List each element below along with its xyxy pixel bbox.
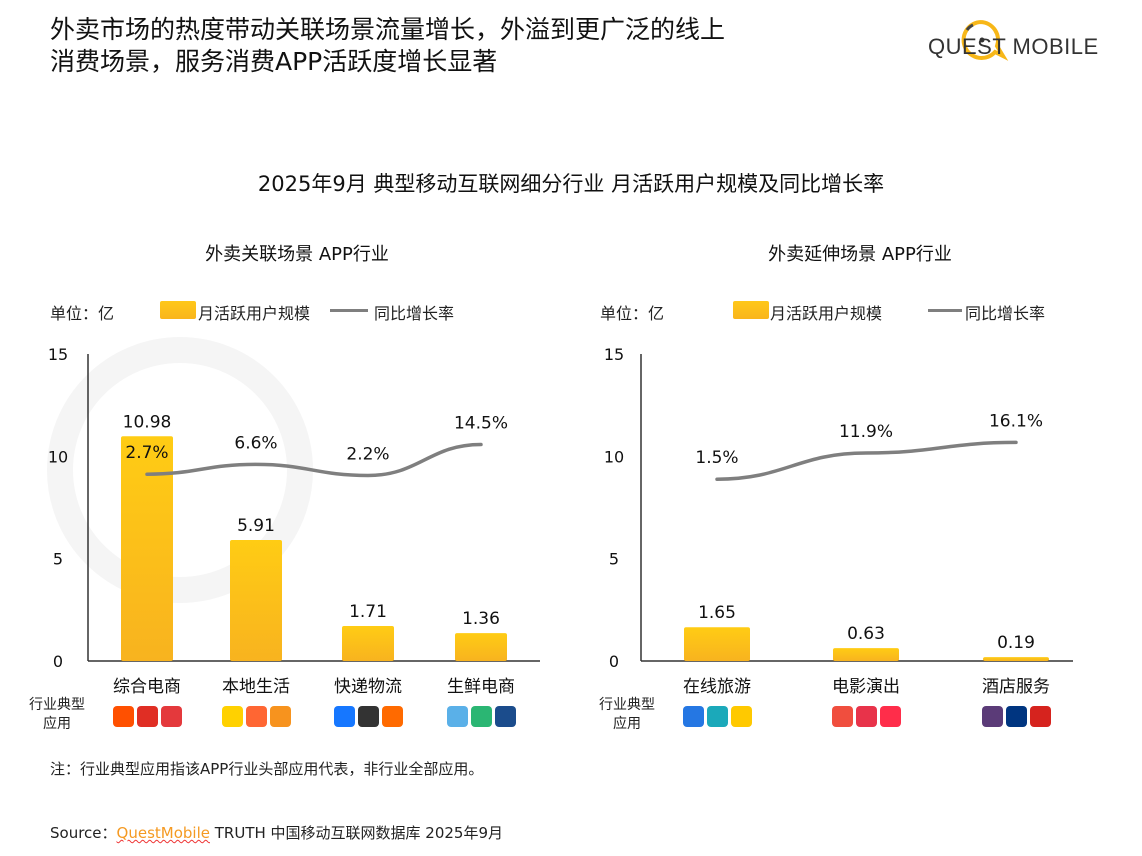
logo-text: QUEST MOBILE	[928, 34, 1099, 59]
row-label-line-2: 应用	[613, 716, 641, 732]
y-tick-label: 0	[609, 652, 619, 671]
growth-rate-label: 2.2%	[346, 444, 389, 464]
y-tick-label: 5	[609, 550, 619, 569]
bar	[684, 627, 750, 661]
growth-rate-label: 2.7%	[125, 443, 168, 463]
bar	[230, 540, 282, 661]
right-legend-bar-label: 月活跃用户规模	[770, 304, 883, 323]
jd-icon	[161, 706, 182, 727]
row-label-line-1: 行业典型	[599, 697, 655, 713]
qunar-icon	[707, 706, 728, 727]
left-legend-bar-swatch	[160, 301, 196, 319]
right-chart-title: 外卖延伸场景 APP行业	[768, 244, 952, 265]
right-row-label: 行业典型 应用	[592, 696, 662, 734]
left-row-label: 行业典型 应用	[22, 696, 92, 734]
left-chart: 0 5 10 15 10.98 综合电商 5.91 本地生活 1.71 快递物流 1.36 生鲜电商 2…	[48, 345, 540, 727]
y-tick-label: 0	[53, 652, 63, 671]
x-category-label: 酒店服务	[982, 677, 1050, 697]
bar-value-label: 0.19	[997, 633, 1035, 653]
growth-rate-label: 6.6%	[234, 433, 277, 453]
left-legend-line-label: 同比增长率	[374, 304, 455, 323]
huazhu-icon	[982, 706, 1003, 727]
y-tick-label: 15	[48, 345, 68, 364]
life-icon	[270, 706, 291, 727]
booking-icon	[1006, 706, 1027, 727]
maoyan-icon	[832, 706, 853, 727]
row-label-line-2: 应用	[43, 716, 71, 732]
bar	[455, 633, 507, 661]
left-legend-line-swatch	[330, 309, 368, 312]
questmobile-logo-icon	[961, 20, 1009, 61]
right-legend-bar-swatch	[733, 301, 769, 319]
right-unit-label: 单位：亿	[600, 304, 665, 323]
express-icon	[382, 706, 403, 727]
x-category-label: 综合电商	[113, 677, 181, 697]
source-brand: QuestMobile	[116, 824, 210, 842]
left-legend-bar-label: 月活跃用户规模	[198, 304, 311, 323]
right-legend-line-label: 同比增长率	[965, 304, 1046, 323]
watermark-logo-icon	[47, 337, 313, 603]
right-chart: 0 5 10 15 1.65 在线旅游 0.63 电影演出 0.19 酒店服务 1.5% 11.9% 1…	[604, 345, 1073, 727]
bar-value-label: 1.36	[462, 609, 500, 629]
bar	[342, 626, 394, 661]
left-unit-label: 单位：亿	[50, 304, 115, 323]
source-prefix: Source：	[50, 824, 117, 842]
x-category-label: 生鲜电商	[447, 677, 515, 697]
bar-value-label: 5.91	[237, 516, 275, 536]
bar	[121, 436, 173, 661]
x-category-label: 快递物流	[334, 677, 402, 697]
sams-club-icon	[495, 706, 516, 727]
cainiao-icon	[334, 706, 355, 727]
bar-value-label: 1.65	[698, 603, 736, 623]
taobao-icon	[113, 706, 134, 727]
growth-rate-label: 16.1%	[989, 411, 1043, 431]
left-chart-title: 外卖关联场景 APP行业	[205, 244, 389, 265]
ctrip-icon	[683, 706, 704, 727]
sf-express-icon	[358, 706, 379, 727]
bar-value-label: 10.98	[123, 412, 172, 432]
y-tick-label: 10	[48, 447, 68, 466]
right-legend-line-swatch	[928, 309, 962, 312]
dianping-icon	[246, 706, 267, 727]
x-category-label: 本地生活	[222, 677, 290, 697]
hema-icon	[447, 706, 468, 727]
growth-rate-label: 14.5%	[454, 413, 508, 433]
y-tick-label: 15	[604, 345, 624, 364]
footnote: 注：行业典型应用指该APP行业头部应用代表，非行业全部应用。	[50, 760, 484, 778]
bar-value-label: 1.71	[349, 602, 387, 622]
y-tick-label: 10	[604, 447, 624, 466]
pinduoduo-icon	[137, 706, 158, 727]
y-tick-label: 5	[53, 550, 63, 569]
bar-value-label: 0.63	[847, 624, 885, 644]
dingdong-icon	[471, 706, 492, 727]
fliggy-icon	[731, 706, 752, 727]
growth-rate-label: 11.9%	[839, 422, 893, 442]
x-category-label: 在线旅游	[683, 677, 751, 697]
taopiaopiao-icon	[856, 706, 877, 727]
headline-line-1: 外卖市场的热度带动关联场景流量增长，外溢到更广泛的线上	[50, 15, 726, 44]
damai-icon	[880, 706, 901, 727]
source-line: Source：QuestMobile TRUTH 中国移动互联网数据库 2025…	[50, 822, 503, 843]
growth-rate-label: 1.5%	[695, 448, 738, 468]
x-category-label: 电影演出	[832, 677, 900, 697]
row-label-line-1: 行业典型	[29, 697, 85, 713]
bar	[983, 657, 1049, 661]
jinjiang-icon	[1030, 706, 1051, 727]
bar	[833, 648, 899, 661]
source-rest: TRUTH 中国移动互联网数据库 2025年9月	[209, 824, 504, 842]
growth-rate-line	[715, 440, 1018, 481]
meituan-icon	[222, 706, 243, 727]
headline-line-2: 消费场景，服务消费APP活跃度增长显著	[50, 47, 498, 76]
headline: 外卖市场的热度带动关联场景流量增长，外溢到更广泛的线上 消费场景，服务消费APP…	[50, 14, 850, 78]
growth-rate-line	[145, 442, 483, 478]
chart-title: 2025年9月 典型移动互联网细分行业 月活跃用户规模及同比增长率	[257, 172, 885, 196]
